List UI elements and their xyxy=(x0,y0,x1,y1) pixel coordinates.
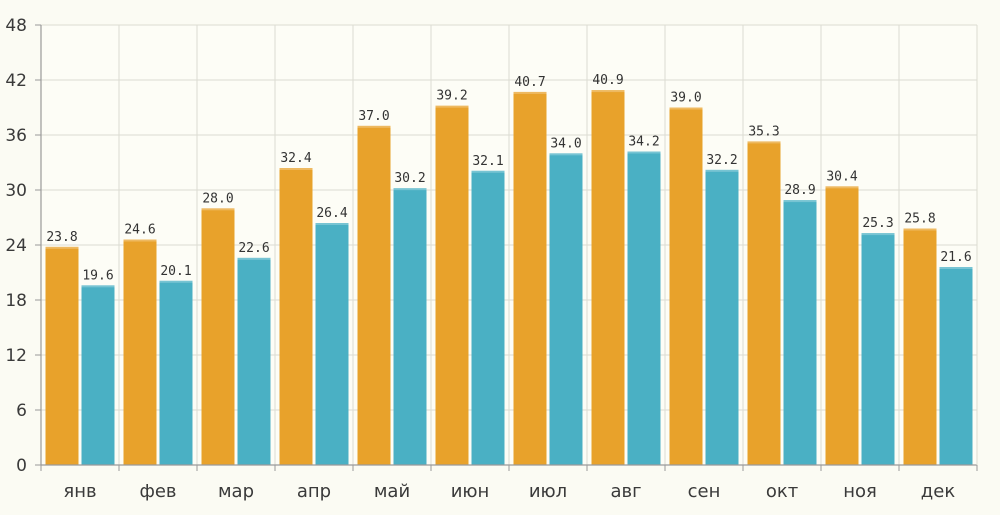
bar-highlight xyxy=(471,170,505,173)
bar-highlight xyxy=(939,267,973,269)
bar-highlight xyxy=(357,125,391,128)
data-label: 25.3 xyxy=(862,216,893,231)
data-label: 24.6 xyxy=(124,223,155,238)
bar-series-2 xyxy=(705,169,739,466)
bar-highlight xyxy=(669,107,703,110)
x-tick-label: мар xyxy=(218,481,254,502)
data-label: 39.0 xyxy=(670,91,701,106)
bar-series-2 xyxy=(315,223,349,465)
bar-series-2 xyxy=(393,188,427,465)
bar-series-2 xyxy=(861,233,895,465)
bar-highlight xyxy=(861,233,895,236)
data-label: 30.2 xyxy=(394,171,425,186)
data-label: 32.2 xyxy=(706,153,737,168)
bar-highlight xyxy=(513,91,547,94)
data-label: 25.8 xyxy=(904,212,935,227)
data-label: 21.6 xyxy=(940,250,971,265)
bar-series-1 xyxy=(825,186,859,466)
y-tick-label: 12 xyxy=(5,346,27,366)
bar-series-1 xyxy=(747,141,781,465)
data-label: 32.4 xyxy=(280,151,311,166)
bar-highlight xyxy=(435,105,469,108)
data-label: 40.7 xyxy=(514,75,545,90)
bar-highlight xyxy=(549,153,583,156)
bar-highlight xyxy=(627,151,661,154)
bar-series-1 xyxy=(669,107,703,465)
y-tick-label: 30 xyxy=(5,181,27,201)
x-tick-label: ноя xyxy=(843,481,877,502)
bar-highlight xyxy=(201,208,235,211)
data-label: 34.0 xyxy=(550,136,581,151)
bar-series-1 xyxy=(45,246,79,465)
x-tick-label: июн xyxy=(451,481,490,502)
x-tick-label: янв xyxy=(63,481,96,502)
data-label: 19.6 xyxy=(82,268,113,283)
bar-series-1 xyxy=(279,168,313,465)
bar-highlight xyxy=(783,200,817,203)
bar-highlight xyxy=(705,169,739,172)
bar-highlight xyxy=(123,239,157,242)
data-label: 28.9 xyxy=(784,183,815,198)
x-tick-label: авг xyxy=(610,481,641,502)
data-label: 22.6 xyxy=(238,241,269,256)
bar-series-1 xyxy=(201,208,235,466)
y-tick-label: 0 xyxy=(16,456,27,476)
data-label: 30.4 xyxy=(826,169,857,184)
bar-series-2 xyxy=(783,200,817,466)
bar-highlight xyxy=(825,186,859,189)
bar-series-1 xyxy=(435,105,469,466)
x-tick-label: июл xyxy=(529,481,567,502)
y-tick-label: 42 xyxy=(5,71,27,91)
x-tick-label: сен xyxy=(688,481,721,502)
x-tick-label: окт xyxy=(766,481,798,502)
x-tick-label: май xyxy=(374,481,410,502)
bar-series-2 xyxy=(81,285,115,465)
data-label: 20.1 xyxy=(160,264,191,279)
labels: 0 6 12 18 24 30 36 42 48 23.8 19.6 янв 24.6 20.1 фев 28… xyxy=(5,16,971,502)
x-tick-label: фев xyxy=(139,481,176,502)
y-tick-label: 36 xyxy=(5,126,27,146)
data-label: 34.2 xyxy=(628,135,659,150)
bar-series-1 xyxy=(513,91,547,466)
y-tick-label: 6 xyxy=(16,401,27,421)
data-label: 32.1 xyxy=(472,154,503,169)
bar-series-1 xyxy=(903,228,937,465)
bar-highlight xyxy=(315,223,349,225)
bar-highlight xyxy=(279,168,313,170)
y-tick-label: 48 xyxy=(5,16,27,36)
bar-highlight xyxy=(747,141,781,144)
x-tick-label: дек xyxy=(921,481,956,502)
data-label: 23.8 xyxy=(46,230,77,245)
bar-series-2 xyxy=(237,257,271,465)
bar-series-1 xyxy=(357,125,391,465)
bar-series-2 xyxy=(627,151,661,465)
bar-series-2 xyxy=(159,280,193,465)
y-tick-label: 24 xyxy=(5,236,27,256)
data-label: 35.3 xyxy=(748,124,779,139)
data-label: 28.0 xyxy=(202,191,233,206)
data-label: 39.2 xyxy=(436,89,467,104)
bar-highlight xyxy=(159,280,193,283)
bar-series-2 xyxy=(939,267,973,465)
bar-highlight xyxy=(237,257,271,260)
bar-series-2 xyxy=(471,170,505,465)
y-tick-label: 18 xyxy=(5,291,27,311)
data-label: 40.9 xyxy=(592,73,623,88)
bar-highlight xyxy=(591,90,625,93)
bar-series-2 xyxy=(549,153,583,466)
data-label: 26.4 xyxy=(316,206,347,221)
bar-highlight xyxy=(393,188,427,191)
bars xyxy=(45,90,973,466)
bar-series-1 xyxy=(123,239,157,465)
bar-highlight xyxy=(81,285,115,288)
x-tick-label: апр xyxy=(297,481,331,502)
bar-highlight xyxy=(903,228,937,231)
data-label: 37.0 xyxy=(358,109,389,124)
bar-highlight xyxy=(45,246,79,249)
axes xyxy=(35,24,978,471)
bar-series-1 xyxy=(591,90,625,465)
